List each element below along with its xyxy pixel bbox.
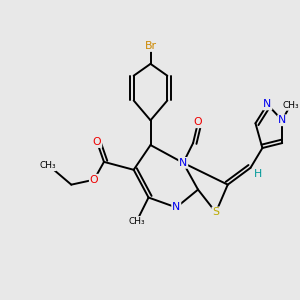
Text: N: N <box>263 100 272 110</box>
Text: N: N <box>172 202 180 212</box>
Text: O: O <box>93 137 101 147</box>
Text: O: O <box>194 117 203 127</box>
Text: CH₃: CH₃ <box>283 101 299 110</box>
Text: CH₃: CH₃ <box>39 161 56 170</box>
Text: S: S <box>212 207 219 218</box>
Text: O: O <box>90 175 98 185</box>
Text: CH₃: CH₃ <box>128 217 145 226</box>
Text: Br: Br <box>145 41 157 51</box>
Text: N: N <box>179 158 187 168</box>
Text: N: N <box>278 115 286 125</box>
Text: H: H <box>254 169 262 179</box>
